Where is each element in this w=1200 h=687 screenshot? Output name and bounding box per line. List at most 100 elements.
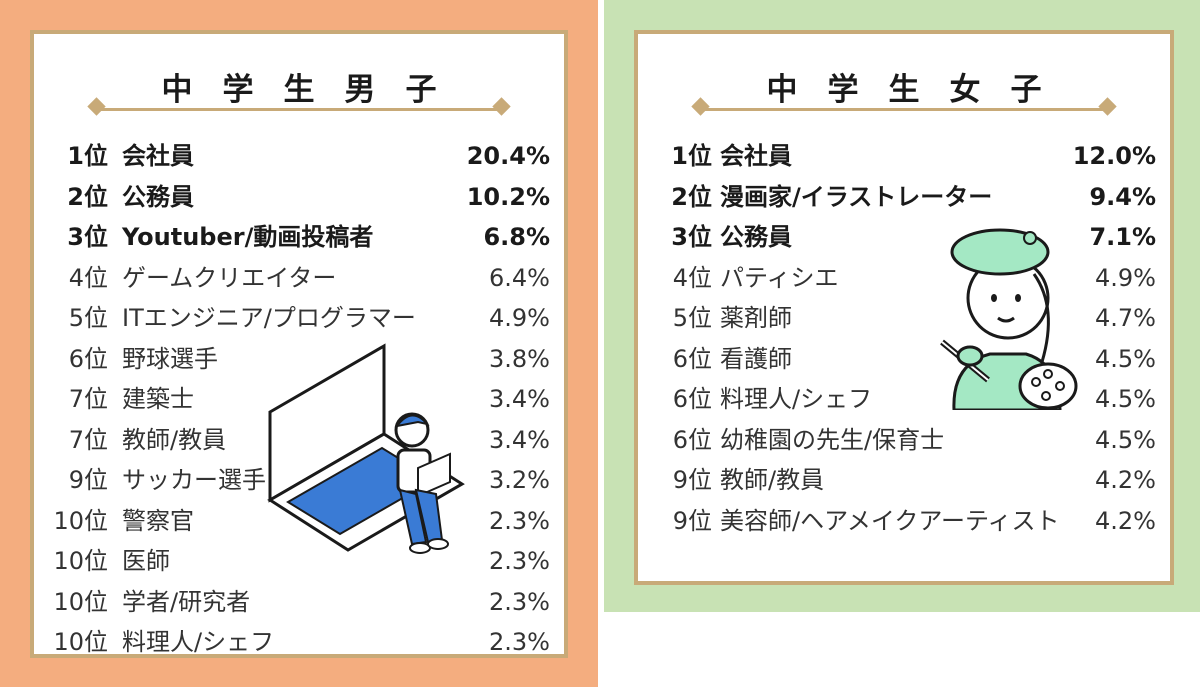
rank-label: 10位 <box>53 587 108 616</box>
rank-label: 3位 <box>671 223 712 251</box>
rank-label: 1位 <box>671 142 712 170</box>
rank-label: 5位 <box>68 304 108 332</box>
percentage-value: 4.5% <box>1095 344 1156 373</box>
rank-label: 10位 <box>53 547 108 575</box>
job-name: 公務員 <box>122 182 194 211</box>
job-name: 料理人/シェフ <box>122 628 275 656</box>
girls-ranking-list: 1位 会社員 12.0% 2位 漫画家/イラストレーター 9.4% 3位 公務員 7.1% 4位パ… <box>638 136 1170 541</box>
rank-label: 6位 <box>68 344 108 373</box>
rank-label: 10位 <box>53 628 108 656</box>
job-name: 漫画家/イラストレーター <box>720 182 993 211</box>
rank-label: 4位 <box>68 263 108 292</box>
percentage-value: 3.2% <box>489 466 550 494</box>
percentage-value: 4.2% <box>1095 466 1156 494</box>
job-name: パティシエ <box>720 263 839 292</box>
job-name: ITエンジニア/プログラマー <box>122 304 416 332</box>
ranking-row: 5位 ITエンジニア/プログラマー 4.9% <box>34 298 564 339</box>
job-name: Youtuber/動画投稿者 <box>122 223 374 251</box>
boys-card: 中学生男子 1位 会社員 20.4% 2位 公務員 10.2% 3位 Youtuber/動画投… <box>30 30 568 658</box>
rank-label: 9位 <box>68 466 108 494</box>
laptop-boy-illustration <box>267 343 465 554</box>
rank-label: 5位 <box>672 304 712 332</box>
percentage-value: 6.8% <box>483 223 550 251</box>
rank-label: 6位 <box>672 344 712 373</box>
ranking-row: 9位 教師/教員 4.2% <box>638 460 1170 501</box>
job-name: 薬剤師 <box>720 304 792 332</box>
rank-label: 7位 <box>68 385 108 413</box>
ranking-row: 3位 Youtuber/動画投稿者 6.8% <box>34 217 564 258</box>
ranking-row: 1位 会社員 12.0% <box>638 136 1170 177</box>
percentage-value: 4.5% <box>1095 385 1156 413</box>
job-name: 看護師 <box>720 344 792 373</box>
girls-divider <box>691 97 1117 116</box>
percentage-value: 3.4% <box>489 425 550 454</box>
ranking-row: 2位 公務員 10.2% <box>34 177 564 218</box>
ranking-row: 6位 料理人/シェフ 4.5% <box>638 379 1170 420</box>
percentage-value: 4.2% <box>1095 506 1156 535</box>
rank-label: 10位 <box>53 506 108 535</box>
ranking-row: 10位 警察官 2.3% <box>34 501 564 542</box>
ranking-row: 10位 医師 2.3% <box>34 541 564 582</box>
job-name: 会社員 <box>122 142 194 170</box>
job-name: 美容師/ヘアメイクアーティスト <box>720 506 1060 535</box>
ranking-row: 6位 看護師 4.5% <box>638 339 1170 380</box>
rank-label: 4位 <box>672 263 712 292</box>
boys-panel: 中学生男子 1位 会社員 20.4% 2位 公務員 10.2% 3位 Youtuber/動画投… <box>0 0 598 687</box>
percentage-value: 3.4% <box>489 385 550 413</box>
job-name: 建築士 <box>122 385 194 413</box>
ranking-row: 6位 幼稚園の先生/保育士 4.5% <box>638 420 1170 461</box>
job-name: 学者/研究者 <box>122 587 251 616</box>
ranking-row: 9位 サッカー選手 3.2% <box>34 460 564 501</box>
rank-label: 3位 <box>67 223 108 251</box>
painter-girl-illustration <box>940 228 1078 410</box>
rank-label: 6位 <box>672 385 712 413</box>
boys-title: 中学生男子 <box>161 72 467 108</box>
percentage-value: 4.5% <box>1095 425 1156 454</box>
percentage-value: 2.3% <box>489 628 550 656</box>
percentage-value: 3.8% <box>489 344 550 373</box>
job-name: 医師 <box>122 547 170 575</box>
percentage-value: 2.3% <box>489 587 550 616</box>
job-name: 公務員 <box>720 223 792 251</box>
percentage-value: 4.9% <box>1095 263 1156 292</box>
job-name: 会社員 <box>720 142 792 170</box>
job-name: 幼稚園の先生/保育士 <box>720 425 945 454</box>
percentage-value: 4.7% <box>1095 304 1156 332</box>
rank-label: 2位 <box>671 182 712 211</box>
ranking-row: 2位 漫画家/イラストレーター 9.4% <box>638 177 1170 218</box>
boys-divider <box>87 97 511 116</box>
ranking-row: 4位 ゲームクリエイター 6.4% <box>34 258 564 299</box>
percentage-value: 4.9% <box>489 304 550 332</box>
ranking-row: 3位 公務員 7.1% <box>638 217 1170 258</box>
job-name: 教師/教員 <box>720 466 825 494</box>
ranking-row: 7位 建築士 3.4% <box>34 379 564 420</box>
percentage-value: 12.0% <box>1072 142 1156 170</box>
percentage-value: 20.4% <box>466 142 550 170</box>
rank-label: 1位 <box>67 142 108 170</box>
girls-title: 中学生女子 <box>766 72 1072 108</box>
girls-panel: 中学生女子 1位 会社員 12.0% 2位 漫画家/イラストレーター 9.4% 3位 公務員 7… <box>604 0 1200 612</box>
ranking-row: 4位 パティシエ 4.9% <box>638 258 1170 299</box>
percentage-value: 2.3% <box>489 506 550 535</box>
job-name: 教師/教員 <box>122 425 227 454</box>
rank-label: 9位 <box>672 466 712 494</box>
rank-label: 6位 <box>672 425 712 454</box>
percentage-value: 7.1% <box>1089 223 1156 251</box>
ranking-row: 1位 会社員 20.4% <box>34 136 564 177</box>
percentage-value: 9.4% <box>1089 182 1156 211</box>
girls-card: 中学生女子 1位 会社員 12.0% 2位 漫画家/イラストレーター 9.4% 3位 公務員 7… <box>634 30 1174 585</box>
ranking-row: 7位 教師/教員 3.4% <box>34 420 564 461</box>
percentage-value: 2.3% <box>489 547 550 575</box>
job-name: 警察官 <box>122 506 194 535</box>
ranking-row: 9位 美容師/ヘアメイクアーティスト 4.2% <box>638 501 1170 542</box>
percentage-value: 6.4% <box>489 263 550 292</box>
ranking-row: 6位 野球選手 3.8% <box>34 339 564 380</box>
rank-label: 2位 <box>67 182 108 211</box>
rank-label: 9位 <box>672 506 712 535</box>
job-name: ゲームクリエイター <box>122 263 337 292</box>
ranking-row: 5位 薬剤師 4.7% <box>638 298 1170 339</box>
percentage-value: 10.2% <box>466 182 550 211</box>
job-name: 野球選手 <box>122 344 218 373</box>
rank-label: 7位 <box>68 425 108 454</box>
ranking-row: 10位 学者/研究者 2.3% <box>34 582 564 623</box>
